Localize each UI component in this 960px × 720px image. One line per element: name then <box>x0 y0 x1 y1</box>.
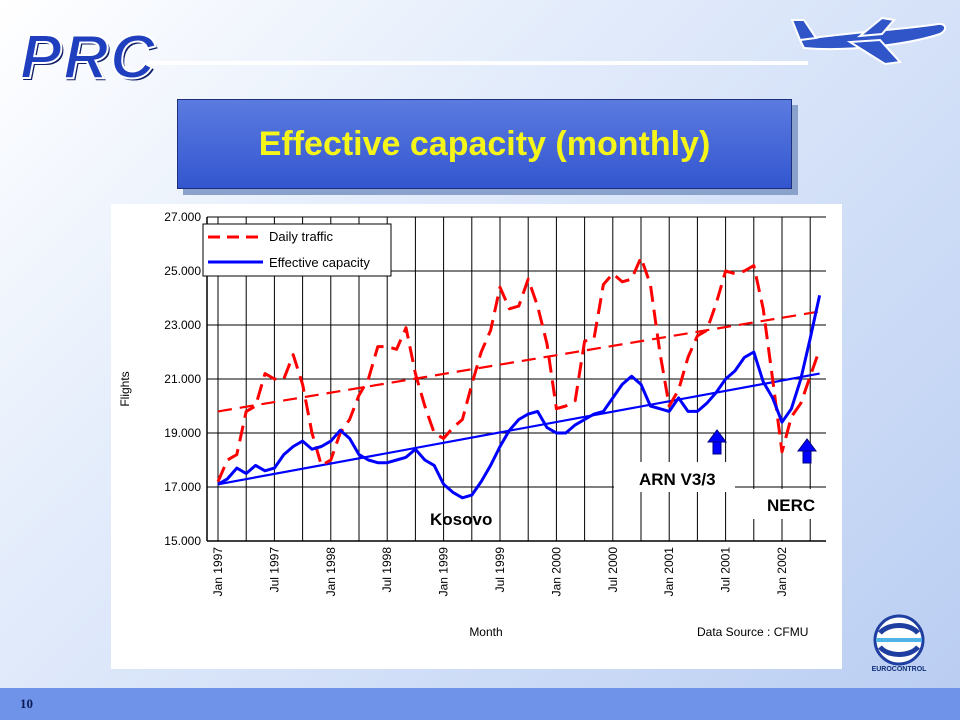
y-tick-label: 15.000 <box>164 534 201 548</box>
legend-label-effective-capacity: Effective capacity <box>269 255 370 270</box>
annotation-arn: ARN V3/3 <box>639 470 716 489</box>
daily-traffic-trend-line <box>217 310 820 413</box>
prc-logo: PRC <box>19 22 157 93</box>
arrow-up-icon-arn <box>707 429 727 455</box>
y-tick-label: 25.000 <box>164 264 201 278</box>
annotation-nerc: NERC <box>767 496 815 515</box>
daily-traffic-series <box>216 256 822 483</box>
series-lines <box>216 256 822 500</box>
data-source-note: Data Source : CFMU <box>697 625 808 639</box>
effective-capacity-series <box>217 294 822 500</box>
legend-label-daily-traffic: Daily traffic <box>269 229 334 244</box>
eurocontrol-logo-icon <box>873 614 925 666</box>
x-tick-label: Jan 2001 <box>662 547 676 597</box>
y-tick-label: 27.000 <box>164 210 201 224</box>
x-tick-label: Jul 1997 <box>267 547 281 593</box>
header-divider <box>148 61 808 65</box>
y-tick-label: 17.000 <box>164 480 201 494</box>
x-tick-label: Jan 1999 <box>437 547 451 597</box>
trend-lines <box>217 310 820 486</box>
x-tick-label: Jul 1999 <box>493 547 507 593</box>
annotation-arn-box <box>614 462 735 492</box>
effective-capacity-trend-line <box>217 372 820 486</box>
chart-svg: 15.000 17.000 19.000 21.000 23.000 25.000 27.0… <box>118 210 833 639</box>
x-tick-label: Jul 2001 <box>719 547 733 593</box>
footer-bar <box>0 688 960 720</box>
page-number: 10 <box>20 696 33 711</box>
y-tick-label: 23.000 <box>164 318 201 332</box>
y-tick-labels: 15.000 17.000 19.000 21.000 23.000 25.000 27.0… <box>164 210 201 548</box>
x-tick-label: Jan 2002 <box>775 547 789 597</box>
x-tick-labels: Jan 1997 Jul 1997 Jan 1998 Jul 1998 Jan 1999… <box>211 547 789 597</box>
x-tick-label: Jan 1998 <box>324 547 338 597</box>
y-tick-label: 21.000 <box>164 372 201 386</box>
x-tick-label: Jan 2000 <box>549 547 563 597</box>
x-tick-label: Jan 1997 <box>211 547 225 597</box>
y-tick-label: 19.000 <box>164 426 201 440</box>
eurocontrol-label: EUROCONTROL <box>871 666 927 673</box>
y-axis-label: Flights <box>118 371 132 406</box>
x-axis-label: Month <box>469 625 502 639</box>
legend: Daily traffic Effective capacity <box>202 223 392 277</box>
annotation-nerc-box <box>751 489 833 519</box>
title-box: Effective capacity (monthly) <box>177 99 792 189</box>
annotation-kosovo: Kosovo <box>430 510 492 529</box>
x-tick-label: Jul 1998 <box>380 547 394 593</box>
x-tick-label: Jul 2000 <box>606 547 620 593</box>
airplane-icon <box>790 16 946 66</box>
chart-panel: 15.000 17.000 19.000 21.000 23.000 25.000 27.0… <box>111 204 842 669</box>
arrow-up-icon-nerc <box>797 438 817 464</box>
slide-title: Effective capacity (monthly) <box>258 124 711 163</box>
